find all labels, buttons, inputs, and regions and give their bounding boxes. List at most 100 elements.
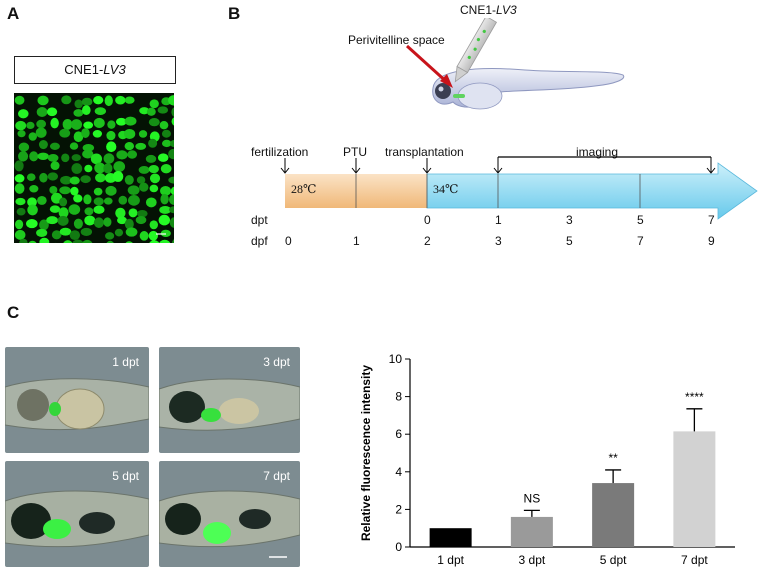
cell	[62, 118, 73, 130]
cell	[169, 206, 174, 214]
cell	[17, 130, 26, 138]
cell	[47, 172, 58, 181]
cell	[26, 173, 36, 182]
cell	[57, 215, 69, 226]
larva-photo-7dpt: 7 dpt	[159, 461, 300, 567]
cell	[94, 107, 107, 115]
cell	[59, 186, 71, 195]
cell	[14, 229, 26, 240]
cell	[148, 138, 158, 148]
cell	[60, 175, 72, 185]
cell	[157, 106, 169, 114]
photo-label: 3 dpt	[263, 355, 290, 369]
cell	[94, 162, 106, 174]
cell	[168, 194, 174, 205]
cell	[71, 154, 81, 162]
cell	[83, 121, 94, 129]
cell	[95, 173, 106, 183]
bar	[510, 516, 553, 547]
cell	[46, 107, 58, 117]
cell	[149, 220, 159, 230]
cell	[19, 238, 28, 243]
cell	[27, 197, 37, 207]
cell	[148, 118, 160, 127]
fluorescence-bar-chart: 0 2 4 6 8 10 Relative fluorescence intensity 1 …	[359, 352, 735, 567]
cell	[124, 218, 134, 230]
cell	[51, 230, 62, 240]
x-tick-label: 7 dpt	[681, 553, 708, 567]
cell	[16, 207, 26, 216]
cell	[18, 109, 29, 119]
cell	[37, 196, 47, 205]
cell	[15, 120, 27, 131]
cell	[138, 166, 150, 174]
cell	[128, 208, 138, 218]
cell	[93, 205, 105, 214]
cell	[139, 182, 149, 192]
cell	[104, 95, 113, 107]
cell	[14, 95, 25, 105]
dpf-value: 9	[708, 234, 715, 248]
cell	[35, 127, 47, 138]
cell	[82, 149, 94, 159]
y-tick-label: 2	[395, 502, 402, 516]
timeline-graphic	[280, 156, 758, 220]
significance-label: **	[608, 451, 618, 465]
dpf-value: 0	[285, 234, 292, 248]
cell	[115, 95, 126, 105]
cell	[168, 176, 174, 184]
cell	[162, 139, 172, 148]
cell	[49, 205, 61, 213]
cell	[103, 163, 113, 174]
cell	[124, 96, 135, 104]
cell	[18, 151, 29, 162]
cell	[14, 183, 25, 194]
bar	[592, 483, 635, 547]
cell	[160, 229, 171, 238]
cell	[36, 119, 47, 129]
event-ptu: PTU	[343, 145, 367, 159]
cell	[28, 240, 37, 243]
x-tick-label: 3 dpt	[519, 553, 546, 567]
larva-photo-3dpt: 3 dpt	[159, 347, 300, 453]
cell	[39, 172, 48, 183]
cell	[92, 129, 103, 138]
cell	[146, 107, 156, 116]
cell	[135, 142, 147, 150]
cell	[124, 116, 137, 126]
cell	[14, 174, 25, 183]
cell-line-box: CNE1-LV3	[14, 56, 176, 84]
cell	[105, 185, 117, 196]
panel-c-letter: C	[7, 303, 20, 322]
cell	[80, 175, 91, 184]
cell	[106, 141, 117, 153]
cell	[136, 209, 148, 218]
y-tick-label: 4	[395, 465, 402, 479]
significance-label: ****	[685, 390, 704, 404]
cell	[50, 117, 59, 129]
larva-photo-1dpt: 1 dpt	[5, 347, 149, 453]
dpt-value: 7	[708, 213, 715, 227]
temp-28: 28℃	[291, 182, 317, 196]
panel-b-letter: B	[228, 4, 241, 23]
cell	[149, 240, 160, 243]
cell	[73, 194, 83, 203]
cell	[71, 163, 83, 174]
cell	[127, 150, 138, 159]
cell	[47, 153, 59, 162]
cell	[84, 207, 94, 216]
cell	[103, 197, 113, 205]
cell	[73, 218, 83, 229]
cell	[50, 161, 60, 171]
cell	[148, 230, 159, 241]
cell	[172, 239, 174, 243]
cell	[69, 142, 79, 150]
cell	[93, 197, 104, 206]
cell	[29, 185, 39, 193]
cell	[106, 240, 114, 243]
cell	[15, 197, 26, 206]
y-tick-label: 8	[395, 390, 402, 404]
cell-line-label-italic: LV3	[103, 62, 126, 77]
cell	[161, 129, 171, 138]
cell	[59, 197, 68, 207]
